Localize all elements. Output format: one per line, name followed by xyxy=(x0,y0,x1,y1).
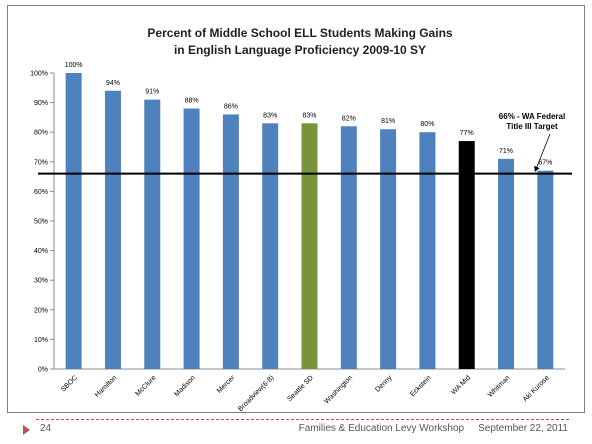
category-label: Aki Kurose xyxy=(522,374,551,403)
data-label: 94% xyxy=(106,80,120,87)
play-arrow-icon xyxy=(23,425,30,435)
target-label-line-1: 66% - WA Federal xyxy=(499,112,565,121)
data-label: 71% xyxy=(499,148,513,155)
category-label: Seattle SD xyxy=(286,374,315,403)
slide-frame xyxy=(7,5,585,413)
y-tick-label: 20% xyxy=(34,307,48,314)
category-label: Hamilton xyxy=(94,374,119,399)
arrowhead-icon xyxy=(534,165,540,172)
bar xyxy=(104,90,121,369)
category-label: Madison xyxy=(173,374,197,398)
y-tick-label: 80% xyxy=(34,130,48,137)
bar xyxy=(301,123,318,369)
y-tick-label: 30% xyxy=(34,278,48,285)
bar xyxy=(498,158,515,369)
chart-title-line-2: in English Language Proficiency 2009-10 … xyxy=(174,43,426,57)
bar xyxy=(380,129,397,369)
y-tick-label: 50% xyxy=(34,219,48,226)
category-label: McClure xyxy=(134,374,157,397)
data-label: 86% xyxy=(224,103,238,110)
target-label-line-2: Title III Target xyxy=(506,122,558,131)
bar xyxy=(222,114,239,369)
y-tick-label: 0% xyxy=(38,367,48,374)
footer-date: September 22, 2011 xyxy=(478,423,568,434)
y-tick-label: 10% xyxy=(34,337,48,344)
data-label: 88% xyxy=(185,98,199,105)
data-label: 100% xyxy=(65,62,83,69)
category-label: Whitman xyxy=(487,374,512,399)
y-tick-label: 70% xyxy=(34,159,48,166)
bar xyxy=(262,123,279,369)
data-label: 81% xyxy=(381,118,395,125)
data-label: 83% xyxy=(302,112,316,119)
category-label: SBOC xyxy=(60,374,79,393)
bar xyxy=(340,126,357,369)
data-label: 91% xyxy=(145,89,159,96)
bar xyxy=(537,170,554,369)
bar xyxy=(458,141,475,369)
category-label: Eckstein xyxy=(409,374,433,398)
y-tick-label: 40% xyxy=(34,248,48,255)
y-tick-label: 100% xyxy=(30,71,48,78)
data-label: 83% xyxy=(263,112,277,119)
y-tick-label: 90% xyxy=(34,100,48,107)
footer-workshop-title: Families & Education Levy Workshop xyxy=(298,423,465,434)
category-label: Denny xyxy=(374,374,394,394)
bar xyxy=(144,99,161,369)
page-number: 24 xyxy=(40,423,52,434)
footer-caption: Families & Education Levy Workshop Septem… xyxy=(299,423,568,434)
data-label: 80% xyxy=(420,121,434,128)
data-label: 77% xyxy=(460,130,474,137)
category-label: Washington xyxy=(323,374,354,405)
data-label: 82% xyxy=(342,115,356,122)
target-arrow xyxy=(534,133,551,172)
y-tick-label: 60% xyxy=(34,189,48,196)
footer-divider xyxy=(36,419,569,420)
bar xyxy=(183,108,200,370)
target-line-group: 66% - WA Federal Title III Target xyxy=(38,112,572,175)
bar xyxy=(65,73,82,369)
bar-chart: Percent of Middle School ELL Students Ma… xyxy=(30,26,572,413)
chart-title-line-1: Percent of Middle School ELL Students Ma… xyxy=(147,26,452,40)
category-label: WA Mid xyxy=(450,374,472,396)
category-label: Mercer xyxy=(216,374,237,395)
category-label: Broadview(6-8) xyxy=(237,374,276,413)
data-label: 67% xyxy=(538,160,552,167)
bars: 100% SBOC 94% Hamilton 91% McClure 88% Madison 8… xyxy=(60,62,554,413)
bar xyxy=(419,132,436,369)
